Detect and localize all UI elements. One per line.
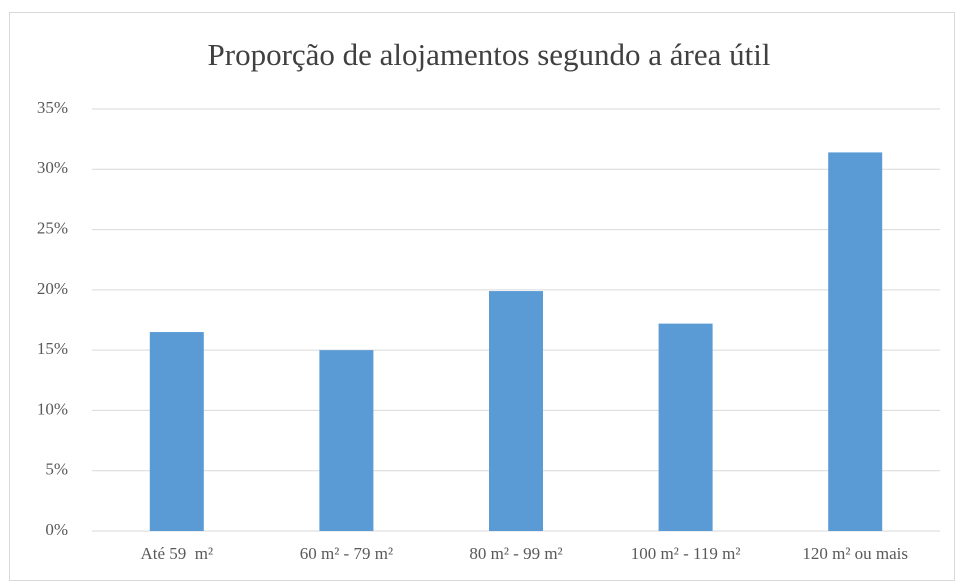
y-tick-label: 35%: [37, 98, 68, 117]
y-tick-label: 25%: [37, 218, 68, 237]
y-tick-label: 15%: [37, 339, 68, 358]
bar: [489, 291, 543, 531]
x-tick-label: 80 m² - 99 m²: [469, 544, 562, 563]
x-tick-label: 100 m² - 119 m²: [631, 544, 741, 563]
bar: [658, 323, 713, 531]
x-tick-label: Até 59 m²: [140, 544, 213, 563]
chart-title: Proporção de alojamentos segundo a área …: [208, 37, 771, 72]
bar: [828, 152, 883, 532]
y-tick-label: 30%: [37, 158, 68, 177]
x-tick-label: 120 m² ou mais: [802, 544, 908, 563]
x-tick-label: 60 m² - 79 m²: [300, 544, 393, 563]
y-tick-label: 20%: [37, 279, 68, 298]
y-tick-label: 0%: [45, 520, 68, 539]
bar: [319, 350, 374, 531]
y-tick-label: 5%: [45, 460, 68, 479]
bar: [149, 332, 204, 531]
y-tick-label: 10%: [37, 399, 68, 418]
